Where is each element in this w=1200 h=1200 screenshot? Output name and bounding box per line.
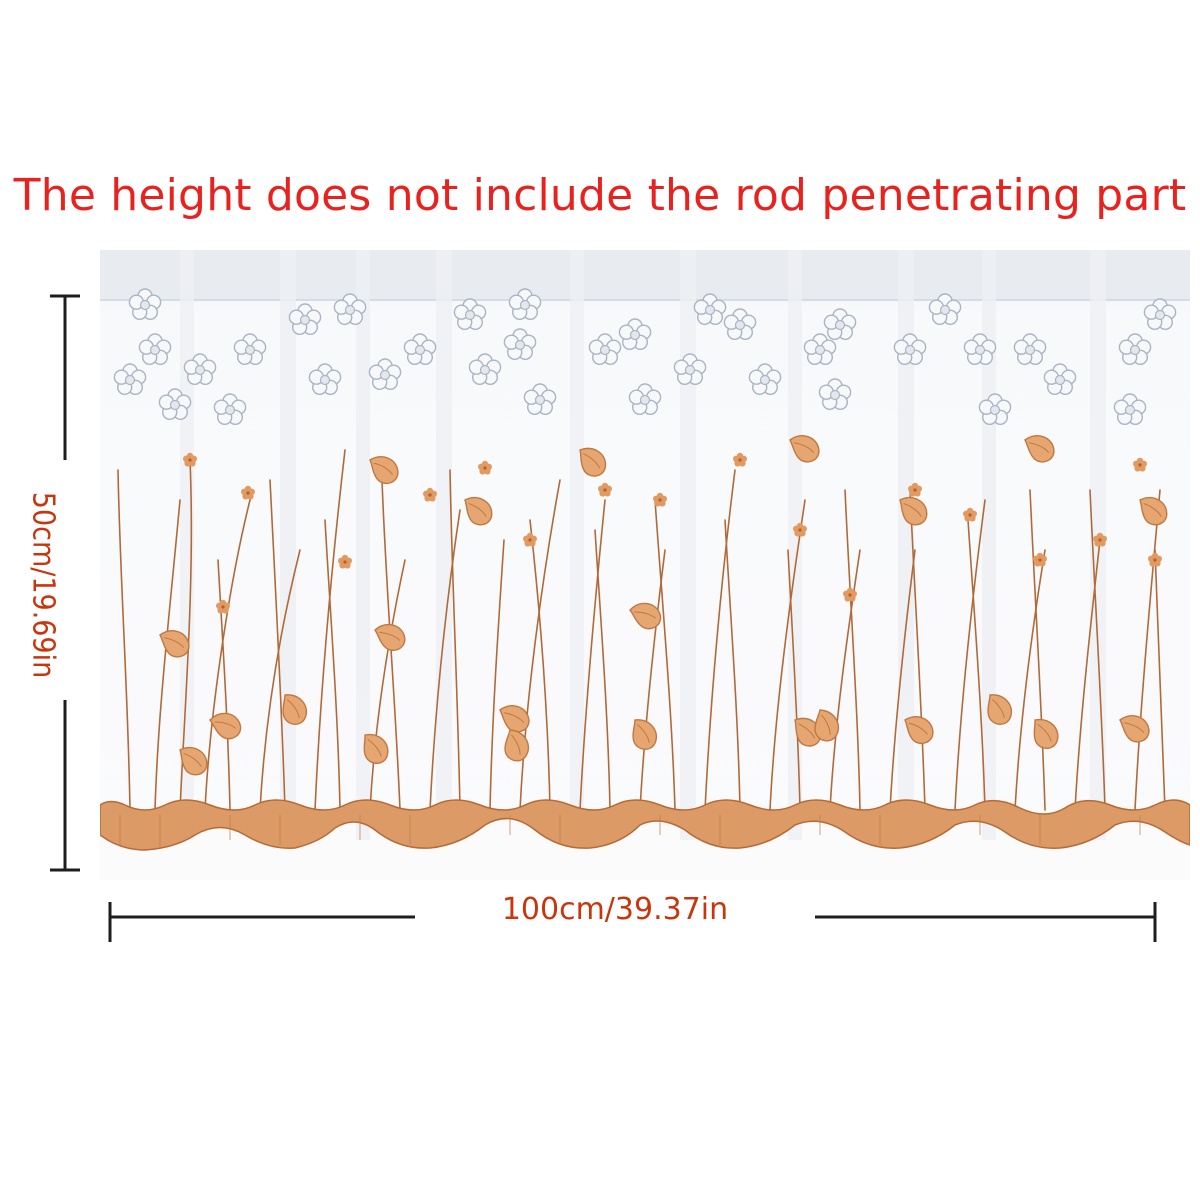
width-dimension-line [108, 902, 1157, 942]
curtain-image [100, 250, 1190, 880]
height-dimension-line [50, 294, 80, 872]
height-label: 50cm/19.69in [25, 491, 61, 679]
width-label: 100cm/39.37in [501, 892, 729, 927]
headline: The height does not include the rod pene… [13, 170, 1187, 221]
